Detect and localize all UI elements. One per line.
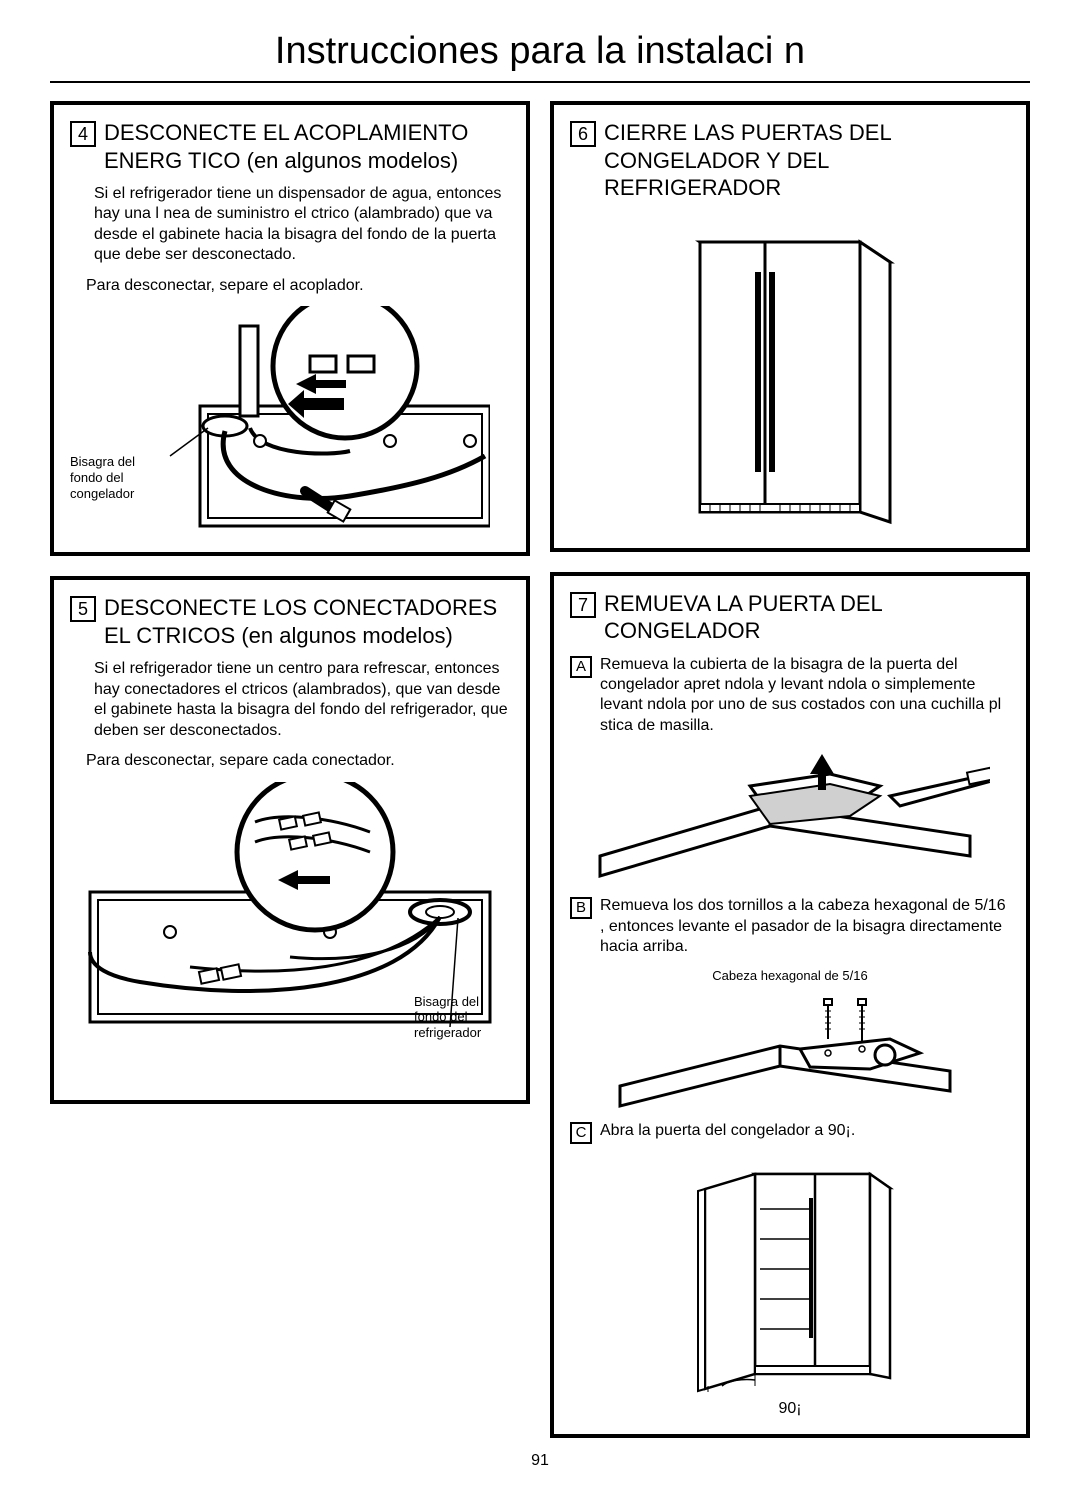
step-6-heading-text: CIERRE LAS PUERTAS DEL CONGELADOR Y DEL … [604, 119, 1010, 202]
step-5-para-1: Si el refrigerador tiene un centro para … [94, 659, 510, 741]
step-4-heading: 4 DESCONECTE EL ACOPLAMIENTO ENERG TICO … [70, 119, 510, 174]
step-7-b-letter: B [570, 897, 592, 919]
left-column: 4 DESCONECTE EL ACOPLAMIENTO ENERG TICO … [50, 101, 530, 1438]
step-7-b-text: Remueva los dos tornillos a la cabeza he… [600, 896, 1010, 957]
step-4-figure-label: Bisagra del fondo del congelador [70, 454, 150, 501]
panel-step-4: 4 DESCONECTE EL ACOPLAMIENTO ENERG TICO … [50, 101, 530, 556]
page-title: Instrucciones para la instalaci n [50, 30, 1030, 73]
step-7-figure-a [590, 746, 990, 886]
step-7-c-letter: C [570, 1122, 592, 1144]
step-5-heading-text: DESCONECTE LOS CONECTADORES EL CTRICOS (… [104, 594, 510, 649]
step-7-angle-label: 90¡ [570, 1400, 1010, 1418]
step-7-a-text: Remueva la cubierta de la bisagra de la … [600, 655, 1010, 737]
step-7-figure-c [660, 1154, 920, 1394]
step-7-figure-b [610, 991, 970, 1111]
step-7-b-caption: Cabeza hexagonal de 5/16 [570, 968, 1010, 983]
step-5-para-2: Para desconectar, separe cada conectador… [86, 751, 510, 771]
step-7-sub-c: C Abra la puerta del congelador a 90¡. [570, 1121, 1010, 1144]
step-7-sub-a: A Remueva la cubierta de la bisagra de l… [570, 655, 1010, 737]
step-4-heading-text: DESCONECTE EL ACOPLAMIENTO ENERG TICO (e… [104, 119, 510, 174]
step-4-number: 4 [70, 121, 96, 147]
step-5-figure-label: Bisagra del fondo del refrigerador [414, 994, 504, 1041]
step-5-heading: 5 DESCONECTE LOS CONECTADORES EL CTRICOS… [70, 594, 510, 649]
step-7-a-letter: A [570, 656, 592, 678]
panel-step-7: 7 REMUEVA LA PUERTA DEL CONGELADOR A Rem… [550, 572, 1030, 1438]
step-6-heading: 6 CIERRE LAS PUERTAS DEL CONGELADOR Y DE… [570, 119, 1010, 202]
step-7-c-text: Abra la puerta del congelador a 90¡. [600, 1121, 1010, 1141]
step-5-number: 5 [70, 596, 96, 622]
step-7-number: 7 [570, 592, 596, 618]
step-7-heading: 7 REMUEVA LA PUERTA DEL CONGELADOR [570, 590, 1010, 645]
title-divider [50, 81, 1030, 83]
step-7-sub-b: B Remueva los dos tornillos a la cabeza … [570, 896, 1010, 957]
step-4-para-2: Para desconectar, separe el acoplador. [86, 276, 510, 296]
content-columns: 4 DESCONECTE EL ACOPLAMIENTO ENERG TICO … [50, 101, 1030, 1438]
page-number: 91 [50, 1452, 1030, 1470]
step-4-figure [90, 306, 490, 536]
panel-step-6: 6 CIERRE LAS PUERTAS DEL CONGELADOR Y DE… [550, 101, 1030, 552]
panel-step-5: 5 DESCONECTE LOS CONECTADORES EL CTRICOS… [50, 576, 530, 1103]
step-6-number: 6 [570, 121, 596, 147]
step-7-heading-text: REMUEVA LA PUERTA DEL CONGELADOR [604, 590, 1010, 645]
step-4-para-1: Si el refrigerador tiene un dispensador … [94, 184, 510, 266]
right-column: 6 CIERRE LAS PUERTAS DEL CONGELADOR Y DE… [550, 101, 1030, 1438]
step-6-figure [660, 212, 920, 532]
